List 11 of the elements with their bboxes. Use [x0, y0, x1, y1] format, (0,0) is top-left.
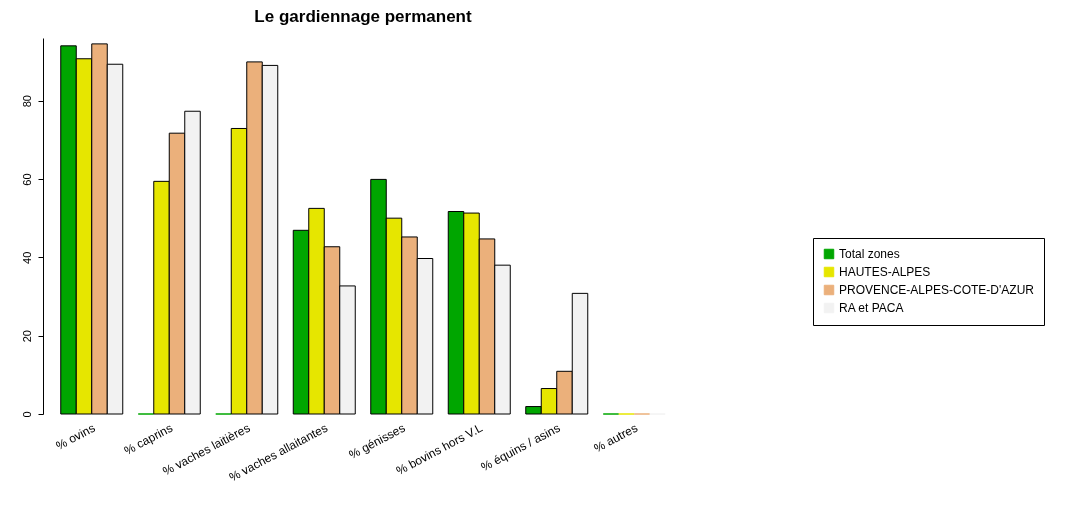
- y-tick-label: 0: [20, 411, 33, 418]
- y-tick-label: 20: [20, 330, 33, 343]
- y-tick-label: 80: [20, 95, 33, 108]
- legend-label: PROVENCE-ALPES-COTE-D'AZUR: [839, 283, 1035, 297]
- legend-label: HAUTES-ALPES: [839, 265, 931, 279]
- y-tick-label: 60: [20, 173, 33, 186]
- y-tick-label: 40: [20, 251, 33, 264]
- x-tick-label: % ovins: [53, 420, 98, 453]
- legend-label: RA et PACA: [839, 301, 904, 315]
- chart-title: Le gardiennage permanent: [254, 7, 472, 26]
- legend-label: Total zones: [839, 247, 900, 261]
